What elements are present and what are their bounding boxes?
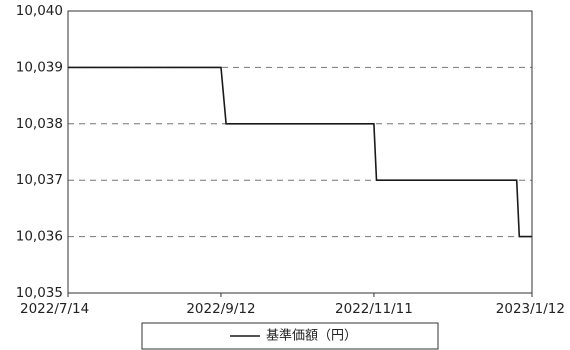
y-tick-label: 10,035 <box>16 285 63 301</box>
series-line <box>68 66 532 238</box>
y-tick-label: 10,037 <box>16 172 63 188</box>
plot-frame <box>67 10 533 294</box>
y-tick-label: 10,038 <box>16 116 63 132</box>
x-axis: 2022/7/14 2022/9/12 2022/11/11 2023/1/12 <box>20 293 565 317</box>
legend: 基準価額（円） <box>141 322 439 350</box>
y-tick-label: 10,036 <box>16 229 63 245</box>
gridlines <box>68 66 532 238</box>
series-layer <box>68 66 532 238</box>
legend-label: 基準価額（円） <box>266 328 357 344</box>
x-tick-label: 2022/7/14 <box>20 301 89 317</box>
y-tick-label: 10,039 <box>16 59 63 75</box>
y-axis: 10,040 10,039 10,038 10,037 10,036 10,035 <box>16 3 63 301</box>
x-tick-label: 2022/11/11 <box>335 301 413 317</box>
y-tick-label: 10,040 <box>16 3 63 19</box>
x-tick-label: 2023/1/12 <box>496 301 565 317</box>
x-tick-label: 2022/9/12 <box>186 301 255 317</box>
legend-box <box>141 322 439 350</box>
